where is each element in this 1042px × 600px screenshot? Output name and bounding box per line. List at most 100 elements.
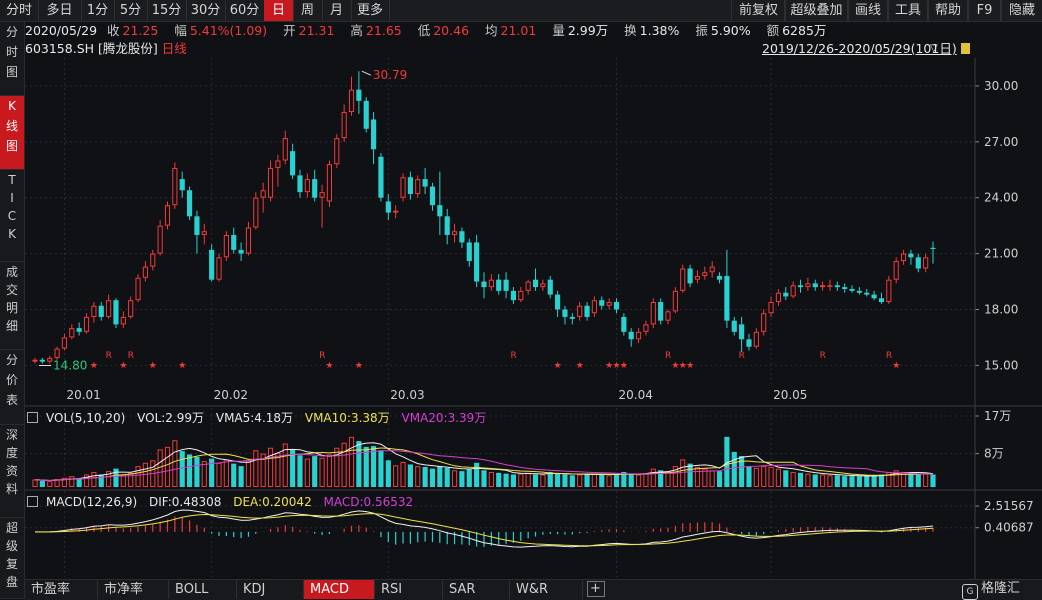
volume-bar <box>702 468 708 488</box>
volume-bar <box>334 447 340 488</box>
chart-area[interactable]: 30.00 27.00 24.00 21.00 18.00 15.00 20.01 20.02… <box>25 58 1042 579</box>
candle-body <box>628 331 634 340</box>
indicator-tab-3[interactable]: KDJ <box>237 580 304 599</box>
time-axis-label: 20.03 <box>390 388 424 402</box>
period-tab-7[interactable]: 日 <box>264 0 294 21</box>
period-tab-10[interactable]: 更多 <box>351 0 390 21</box>
period-tab-8[interactable]: 周 <box>293 0 323 21</box>
volume-bar <box>753 467 759 488</box>
period-tab-2[interactable]: 1分 <box>81 0 115 21</box>
volume-bar <box>812 474 818 487</box>
candle-body <box>525 281 531 291</box>
candle-body <box>643 324 649 332</box>
candle-body <box>856 290 862 293</box>
toolbar-action-4[interactable]: 帮助 <box>927 0 969 21</box>
volume-bar <box>106 471 112 488</box>
sidebar-item-6[interactable]: 超级复盘 <box>0 518 24 599</box>
turnover-value: 1.38% <box>639 23 680 38</box>
volume-panel: 17万 8万 <box>25 408 1011 488</box>
volume-bar <box>245 460 252 488</box>
period-tab-6[interactable]: 60分 <box>225 0 265 21</box>
candle-body <box>613 302 620 310</box>
add-indicator-button[interactable]: + <box>587 581 605 597</box>
candle-body <box>540 283 546 288</box>
signal-star-marker: ★ <box>605 361 613 371</box>
candle-body <box>864 292 870 295</box>
volume-bar <box>849 476 855 487</box>
toolbar-action-1[interactable]: 超级叠加 <box>784 0 849 21</box>
candle-body <box>106 300 112 317</box>
candle-body <box>150 253 156 267</box>
signal-star-marker: ★ <box>90 361 98 371</box>
macd-toggle-checkbox[interactable] <box>27 496 38 507</box>
period-tab-4[interactable]: 15分 <box>147 0 187 21</box>
candle-body <box>385 201 391 213</box>
volume-bar <box>532 474 539 487</box>
candle-body <box>680 268 686 291</box>
time-axis-label: 20.01 <box>66 388 100 402</box>
candle-body <box>356 89 362 101</box>
toolbar-action-3[interactable]: 工具 <box>887 0 929 21</box>
volume-bar <box>871 475 877 487</box>
volume-bar <box>209 458 215 487</box>
signal-star-marker: ★ <box>612 361 620 371</box>
toolbar-action-6[interactable]: 隐藏 <box>1000 0 1042 21</box>
volume-toggle-checkbox[interactable] <box>27 412 38 423</box>
indicator-tab-5[interactable]: RSI <box>375 580 443 599</box>
sidebar-char: 分 <box>5 353 18 367</box>
sidebar-item-5[interactable]: 深度资料 <box>0 425 24 518</box>
volume-bar <box>238 466 244 487</box>
sidebar-item-4[interactable]: 分价表 <box>0 350 24 425</box>
volume-bar <box>547 471 553 487</box>
candle-body <box>481 281 487 288</box>
toolbar-action-5[interactable]: F9 <box>967 0 1002 21</box>
candle-body <box>378 156 384 198</box>
volume-bar <box>775 468 782 488</box>
period-tab-5[interactable]: 30分 <box>186 0 226 21</box>
candle-body <box>216 257 222 280</box>
sidebar-item-0[interactable]: 分时图 <box>0 22 24 96</box>
sidebar-item-3[interactable]: 成交明细 <box>0 262 24 350</box>
period-tab-9[interactable]: 月 <box>322 0 352 21</box>
candle-body <box>878 298 885 303</box>
signal-star-marker: ★ <box>576 361 584 371</box>
sidebar-char: C <box>7 209 17 223</box>
indicator-tab-7[interactable]: W&R <box>510 580 583 599</box>
range-settings-icon[interactable] <box>961 43 970 54</box>
indicator-tab-2[interactable]: BOLL <box>169 580 237 599</box>
sidebar-char: K <box>8 227 16 241</box>
indicator-tab-6[interactable]: SAR <box>443 580 510 599</box>
toolbar-action-2[interactable]: 画线 <box>847 0 889 21</box>
period-tab-1[interactable]: 多日 <box>38 0 82 21</box>
period-tab-0[interactable]: 分时 <box>0 0 39 21</box>
volume-bar <box>69 476 75 487</box>
volume-bar <box>297 455 303 487</box>
volume-bar <box>290 449 296 487</box>
candle-body <box>724 275 730 321</box>
date-range[interactable]: 2019/12/26-2020/05/29(101日) <box>762 41 957 56</box>
turnover-label: 换 <box>624 23 637 38</box>
candle-body <box>694 275 701 280</box>
signal-r-marker: R <box>886 351 892 361</box>
toolbar-action-0[interactable]: 前复权 <box>731 0 786 21</box>
volume-bar <box>658 470 664 487</box>
indicator-tab-4[interactable]: MACD <box>304 580 375 599</box>
candle-body <box>451 231 458 235</box>
period-tab-3[interactable]: 5分 <box>114 0 148 21</box>
signal-r-marker: R <box>820 351 826 361</box>
volume-bar <box>518 473 524 487</box>
indicator-tab-0[interactable]: 市盈率 <box>25 580 98 599</box>
signal-star-marker: ★ <box>671 361 679 371</box>
stock-code: 603158.SH <box>25 41 95 56</box>
candle-body <box>915 257 921 269</box>
candle-body <box>39 359 45 362</box>
amp-label: 振 <box>695 23 708 38</box>
indicator-tab-1[interactable]: 市净率 <box>98 580 169 599</box>
volume-bar <box>341 442 347 487</box>
candle-body <box>672 290 678 312</box>
volume-bar <box>267 447 274 488</box>
range-dropdown-icon[interactable]: ▽ <box>930 43 938 54</box>
volume-bar <box>400 461 406 487</box>
